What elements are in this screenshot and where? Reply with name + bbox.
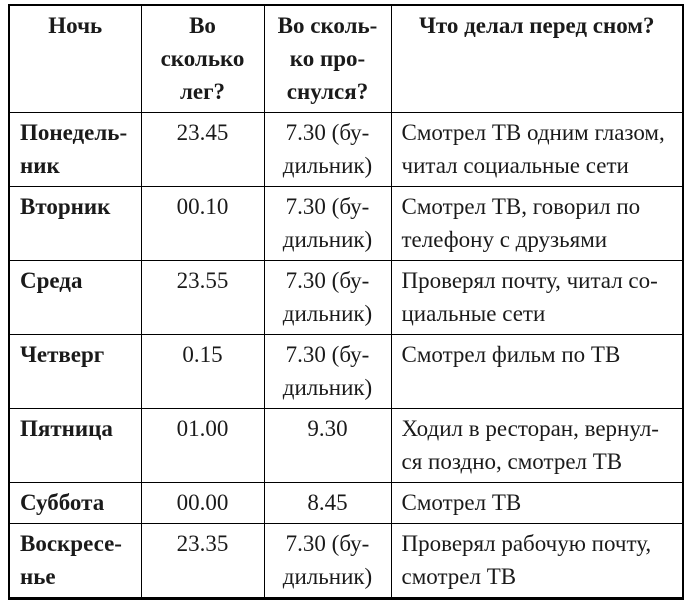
table-row-thursday: Четверг 0.15 7.30 (бу- дильник) Смотрел …	[8, 334, 684, 409]
activity-cell: Проверял рабочую почту, смотрел ТВ	[390, 523, 684, 599]
day-cell: Суббота	[8, 482, 142, 524]
wake-cell: 8.45	[263, 482, 392, 524]
bedtime-cell: 23.45	[140, 112, 265, 187]
activity-cell: Ходил в ресторан, вернул- ся поздно, смо…	[390, 408, 684, 483]
bedtime-cell: 01.00	[140, 408, 265, 483]
bedtime-cell: 0.15	[140, 334, 265, 409]
table-header-row: Ночь Во сколько лег? Во сколь- ко про- с…	[8, 4, 684, 113]
wake-cell: 7.30 (бу- дильник)	[263, 334, 392, 409]
wake-cell: 7.30 (бу- дильник)	[263, 186, 392, 261]
wake-cell: 7.30 (бу- дильник)	[263, 112, 392, 187]
day-cell: Среда	[8, 260, 142, 335]
wake-cell: 7.30 (бу- дильник)	[263, 523, 392, 599]
header-bedtime: Во сколько лег?	[140, 4, 265, 113]
activity-cell: Проверял почту, читал со- циальные сети	[390, 260, 684, 335]
bedtime-cell: 00.10	[140, 186, 265, 261]
bedtime-cell: 23.35	[140, 523, 265, 599]
table-row-saturday: Суббота 00.00 8.45 Смотрел ТВ	[8, 482, 684, 524]
activity-cell: Смотрел фильм по ТВ	[390, 334, 684, 409]
table-row-wednesday: Среда 23.55 7.30 (бу- дильник) Проверял …	[8, 260, 684, 335]
table-row-tuesday: Вторник 00.10 7.30 (бу- дильник) Смотрел…	[8, 186, 684, 261]
day-cell: Четверг	[8, 334, 142, 409]
activity-cell: Смотрел ТВ, говорил по телефону с друзья…	[390, 186, 684, 261]
sleep-diary-table: Ночь Во сколько лег? Во сколь- ко про- с…	[8, 4, 684, 600]
day-cell: Пятница	[8, 408, 142, 483]
bedtime-cell: 23.55	[140, 260, 265, 335]
table-row-friday: Пятница 01.00 9.30 Ходил в ресторан, вер…	[8, 408, 684, 483]
bedtime-cell: 00.00	[140, 482, 265, 524]
header-wake-time: Во сколь- ко про- снулся?	[263, 4, 392, 113]
table-row-monday: Понедель- ник 23.45 7.30 (бу- дильник) С…	[8, 112, 684, 187]
header-activity: Что делал перед сном?	[390, 4, 684, 113]
day-cell: Понедель- ник	[8, 112, 142, 187]
day-cell: Вторник	[8, 186, 142, 261]
header-night: Ночь	[8, 4, 142, 113]
activity-cell: Смотрел ТВ	[390, 482, 684, 524]
wake-cell: 9.30	[263, 408, 392, 483]
wake-cell: 7.30 (бу- дильник)	[263, 260, 392, 335]
activity-cell: Смотрел ТВ одним глазом, читал социальны…	[390, 112, 684, 187]
table-row-sunday: Воскресе- нье 23.35 7.30 (бу- дильник) П…	[8, 523, 684, 599]
day-cell: Воскресе- нье	[8, 523, 142, 599]
